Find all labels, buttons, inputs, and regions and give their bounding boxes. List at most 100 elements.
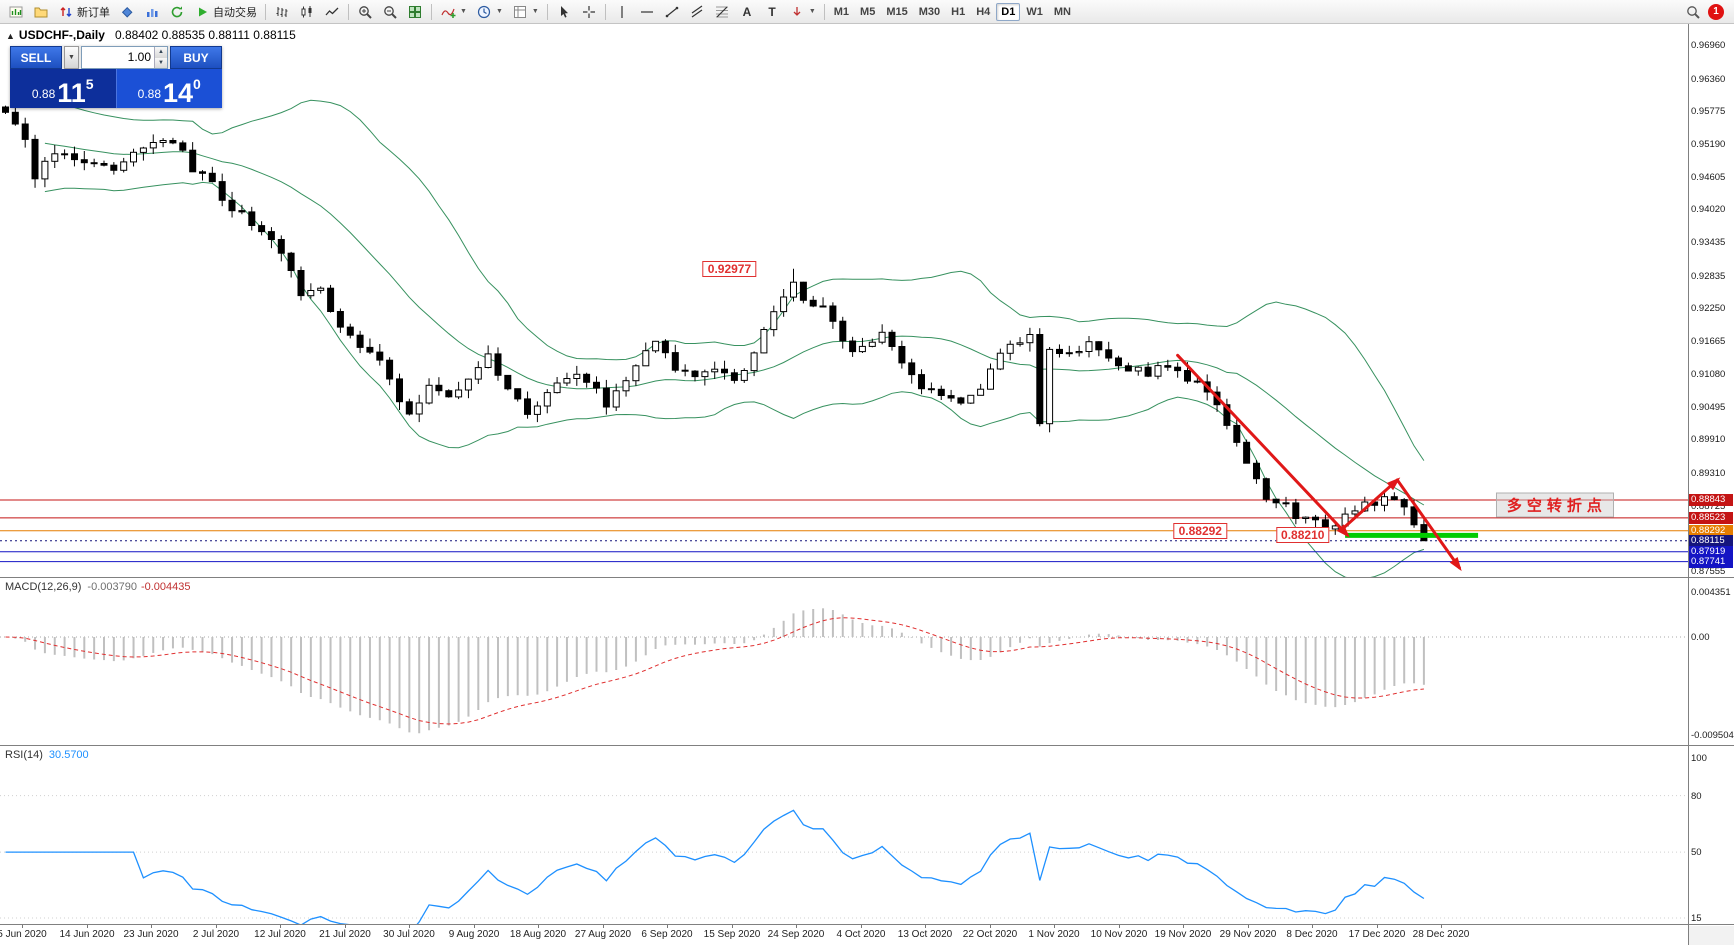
timeframe-button-w1[interactable]: W1 xyxy=(1026,5,1043,18)
zoom-in-button[interactable] xyxy=(353,2,377,22)
toolbar-separator xyxy=(604,3,606,20)
one-click-toggle[interactable]: ▲ xyxy=(6,31,15,41)
terminal-icon xyxy=(147,8,158,17)
date-axis-tick xyxy=(151,925,152,928)
toolbar-separator xyxy=(348,3,349,20)
rsi-label: RSI(14) 30.5700 xyxy=(5,749,89,761)
timeframe-button-m30[interactable]: M30 xyxy=(918,5,941,18)
periods-button[interactable]: ▼ xyxy=(472,2,507,22)
timeframe-button-m5[interactable]: M5 xyxy=(860,5,876,18)
toolbar-separator xyxy=(546,3,548,20)
arrows-tool-button[interactable]: ▼ xyxy=(785,2,820,22)
macd-panel-divider[interactable] xyxy=(0,577,1734,578)
turning-point-text[interactable]: 多空转折点 xyxy=(1495,492,1614,518)
price-axis-label: 0.96960 xyxy=(1691,40,1726,51)
new-chart-button[interactable] xyxy=(4,2,28,22)
price-axis-label: 0.94605 xyxy=(1691,172,1726,183)
date-axis-tick xyxy=(345,925,346,928)
bar-chart-icon xyxy=(276,6,288,17)
buy-button[interactable]: BUY xyxy=(170,46,222,69)
sell-price-pip: 5 xyxy=(85,76,94,92)
notification-count: 1 xyxy=(1713,6,1719,17)
templates-button[interactable]: ▼ xyxy=(508,2,543,22)
timeframe-button-m1[interactable]: M1 xyxy=(833,5,850,18)
bar-chart-mode-button[interactable] xyxy=(270,2,294,22)
trendline-tool-button[interactable] xyxy=(660,2,684,22)
date-axis-label: 19 Nov 2020 xyxy=(1154,929,1212,940)
price-axis-label: 0.90495 xyxy=(1691,402,1726,413)
fibonacci-tool-button[interactable] xyxy=(710,2,734,22)
price-axis-label: 0.94020 xyxy=(1691,204,1726,215)
search-icon xyxy=(1687,5,1700,19)
metaeditor-icon xyxy=(121,6,133,18)
channel-icon xyxy=(691,5,703,17)
macd-axis-label: -0.009504 xyxy=(1691,730,1734,741)
vertical-line-tool-button[interactable] xyxy=(610,2,634,22)
main-price-chart[interactable] xyxy=(0,24,1688,578)
channel-tool-button[interactable] xyxy=(685,2,709,22)
price-callout-support-b[interactable]: 0.88210 xyxy=(1276,527,1330,544)
price-callout-peak[interactable]: 0.92977 xyxy=(702,260,757,277)
terminal-button[interactable] xyxy=(140,2,164,22)
timeframe-button-m15[interactable]: M15 xyxy=(886,5,908,18)
timeframe-button-h1[interactable]: H1 xyxy=(951,5,966,18)
timeframe-button-d1[interactable]: D1 xyxy=(996,2,1021,21)
volume-stepper: ▲ ▼ xyxy=(154,47,167,68)
timeframe-button-h4[interactable]: H4 xyxy=(976,5,991,18)
text-label-tool-button[interactable]: T xyxy=(760,2,784,22)
macd-axis-label: 0.004351 xyxy=(1691,587,1731,598)
volume-value[interactable]: 1.00 xyxy=(127,50,151,64)
date-axis-tick xyxy=(1312,925,1313,928)
date-axis-tick xyxy=(1183,925,1184,928)
sell-button[interactable]: SELL xyxy=(10,46,62,69)
volume-field[interactable]: 1.00 ▲ ▼ xyxy=(81,46,168,69)
profiles-button[interactable] xyxy=(29,2,53,22)
date-axis-label: 8 Dec 2020 xyxy=(1286,929,1338,940)
line-chart-mode-button[interactable] xyxy=(320,2,344,22)
order-type-dropdown[interactable]: ▼ xyxy=(64,46,79,69)
crosshair-tool-button[interactable] xyxy=(577,2,601,22)
search-button[interactable] xyxy=(1681,2,1705,22)
notification-badge[interactable]: 1 xyxy=(1708,3,1724,20)
date-axis-label: 1 Nov 2020 xyxy=(1028,929,1080,940)
date-axis-tick xyxy=(1377,925,1378,928)
date-axis-tick xyxy=(732,925,733,928)
volume-increase-button[interactable]: ▲ xyxy=(155,47,167,58)
refresh-icon xyxy=(171,5,183,17)
date-axis[interactable]: 5 Jun 2020 14 Jun 2020 23 Jun 2020 2 Jul 20… xyxy=(0,925,1688,945)
price-callout-support-a[interactable]: 0.88292 xyxy=(1173,522,1227,539)
date-axis-label: 4 Oct 2020 xyxy=(836,929,886,940)
new-order-button[interactable]: 新订单 xyxy=(54,2,114,22)
tile-windows-icon xyxy=(409,5,421,18)
rsi-panel-divider[interactable] xyxy=(0,745,1734,746)
text-tool-button[interactable]: A xyxy=(735,2,759,22)
rsi-axis-label: 100 xyxy=(1691,753,1707,764)
candlestick-mode-button[interactable] xyxy=(295,2,319,22)
autotrading-button[interactable]: 自动交易 xyxy=(190,2,261,22)
horizontal-line-tool-button[interactable] xyxy=(635,2,659,22)
rsi-indicator-chart[interactable] xyxy=(0,746,1688,925)
autotrading-play-icon xyxy=(199,7,207,16)
axis-corner xyxy=(1689,926,1734,945)
tile-windows-button[interactable] xyxy=(403,2,427,22)
date-axis-label: 12 Jul 2020 xyxy=(254,929,306,940)
indicators-button[interactable]: ▼ xyxy=(436,2,471,22)
price-axis-label: 0.88725 xyxy=(1691,501,1726,512)
rsi-axis-label: 50 xyxy=(1691,847,1702,858)
price-axis-label: 0.92250 xyxy=(1691,303,1726,314)
cursor-tool-button[interactable] xyxy=(552,2,576,22)
line-chart-icon xyxy=(325,7,339,15)
date-axis-label: 29 Nov 2020 xyxy=(1219,929,1277,940)
metaeditor-button[interactable] xyxy=(115,2,139,22)
macd-indicator-chart[interactable] xyxy=(0,578,1688,746)
date-axis-label: 18 Aug 2020 xyxy=(509,929,567,940)
price-axis-label: 0.95775 xyxy=(1691,106,1726,117)
strategy-tester-button[interactable] xyxy=(165,2,189,22)
zoom-out-button[interactable] xyxy=(378,2,402,22)
volume-decrease-button[interactable]: ▼ xyxy=(155,57,167,68)
sell-price-display: 0.88 11 5 xyxy=(10,69,116,108)
fibonacci-icon xyxy=(715,6,728,17)
buy-price-big: 14 xyxy=(163,77,194,108)
timeframe-button-mn[interactable]: MN xyxy=(1053,5,1071,18)
macd-signal-value: -0.004435 xyxy=(140,581,191,593)
